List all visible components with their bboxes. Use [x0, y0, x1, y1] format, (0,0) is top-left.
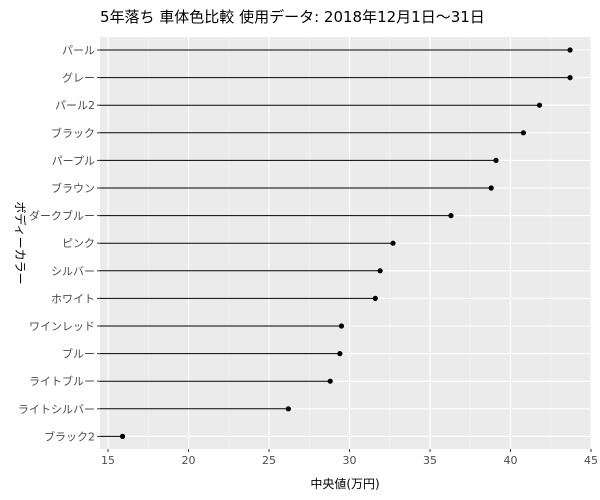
data-point [493, 157, 499, 163]
data-point [338, 323, 345, 329]
y-tick-label: ダークブルー [29, 209, 95, 223]
data-point [337, 351, 343, 357]
data-point [372, 295, 378, 301]
y-tick-label: ホワイト [51, 292, 95, 305]
y-tick-label: ブラック2 [44, 429, 95, 443]
lollipop-stems [100, 49, 571, 437]
y-tick-label: ライトブルー [29, 374, 95, 388]
y-tick-label: ブルー [62, 347, 95, 361]
y-tick-label: ライトシルバー [18, 403, 95, 416]
y-tick-label: パープル [52, 154, 95, 167]
x-axis-title: 中央値(万円) [310, 476, 379, 491]
data-point [377, 268, 383, 274]
y-tick-label: パール [62, 44, 95, 57]
x-tick-label: 15 [101, 454, 115, 467]
x-tick-label: 45 [584, 454, 598, 467]
data-point [327, 378, 333, 384]
chart-title: 5年落ち 車体色比較 使用データ: 2018年12月1日〜31日 [100, 8, 485, 26]
data-point [567, 47, 573, 53]
x-axis-ticks: 15 20 25 30 35 40 45 [101, 449, 598, 467]
y-tick-label: ピンク [62, 237, 95, 250]
x-tick-label: 40 [504, 454, 518, 467]
data-point [488, 185, 494, 191]
y-tick-label: パール2 [55, 99, 95, 112]
y-tick-label: ブラック [51, 126, 95, 140]
data-point [285, 406, 291, 412]
y-tick-label: ワインレッド [29, 320, 95, 333]
x-tick-label: 35 [423, 454, 437, 467]
lollipop-points [119, 47, 573, 439]
y-axis-title: ボディーカラー [13, 201, 28, 284]
x-tick-label: 20 [182, 454, 196, 467]
data-point [567, 75, 573, 81]
data-point [536, 102, 543, 108]
y-tick-label: グレー [62, 71, 95, 85]
data-point [520, 130, 526, 136]
x-tick-label: 25 [262, 454, 276, 467]
data-point [119, 433, 126, 439]
y-tick-label: シルバー [51, 265, 95, 278]
x-tick-label: 30 [343, 454, 357, 467]
y-tick-label: ブラウン [51, 181, 95, 195]
data-point [390, 240, 396, 246]
data-point [448, 213, 454, 219]
